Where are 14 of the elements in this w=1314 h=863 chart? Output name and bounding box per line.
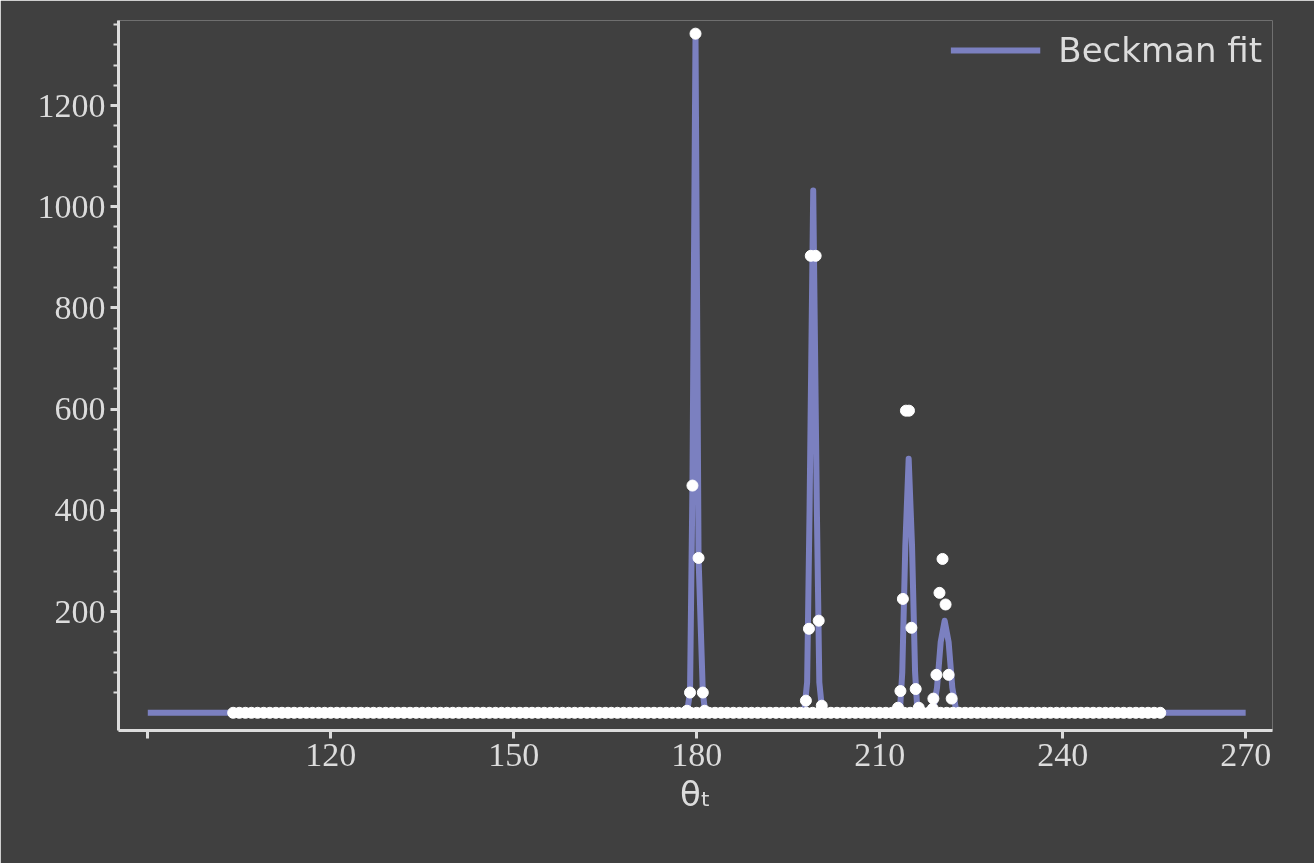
y-tick-label: 1000 xyxy=(37,187,106,225)
y-tick-label: 600 xyxy=(54,390,106,428)
x-tick-label: 240 xyxy=(1037,735,1089,773)
x-tick-label: 150 xyxy=(488,735,540,773)
x-tick-label: 210 xyxy=(854,735,906,773)
y-tick-label: 1200 xyxy=(37,86,106,124)
x-tick-label: 120 xyxy=(305,735,357,773)
legend-label: Beckman fit xyxy=(1058,30,1262,70)
x-tick-label: 270 xyxy=(1220,735,1272,773)
x-tick-label: 180 xyxy=(671,735,723,773)
x-axis-title: θₜ xyxy=(680,773,711,814)
y-tick-label: 400 xyxy=(54,491,106,529)
y-tick-label: 800 xyxy=(54,288,106,326)
y-tick-label: 200 xyxy=(54,592,106,630)
